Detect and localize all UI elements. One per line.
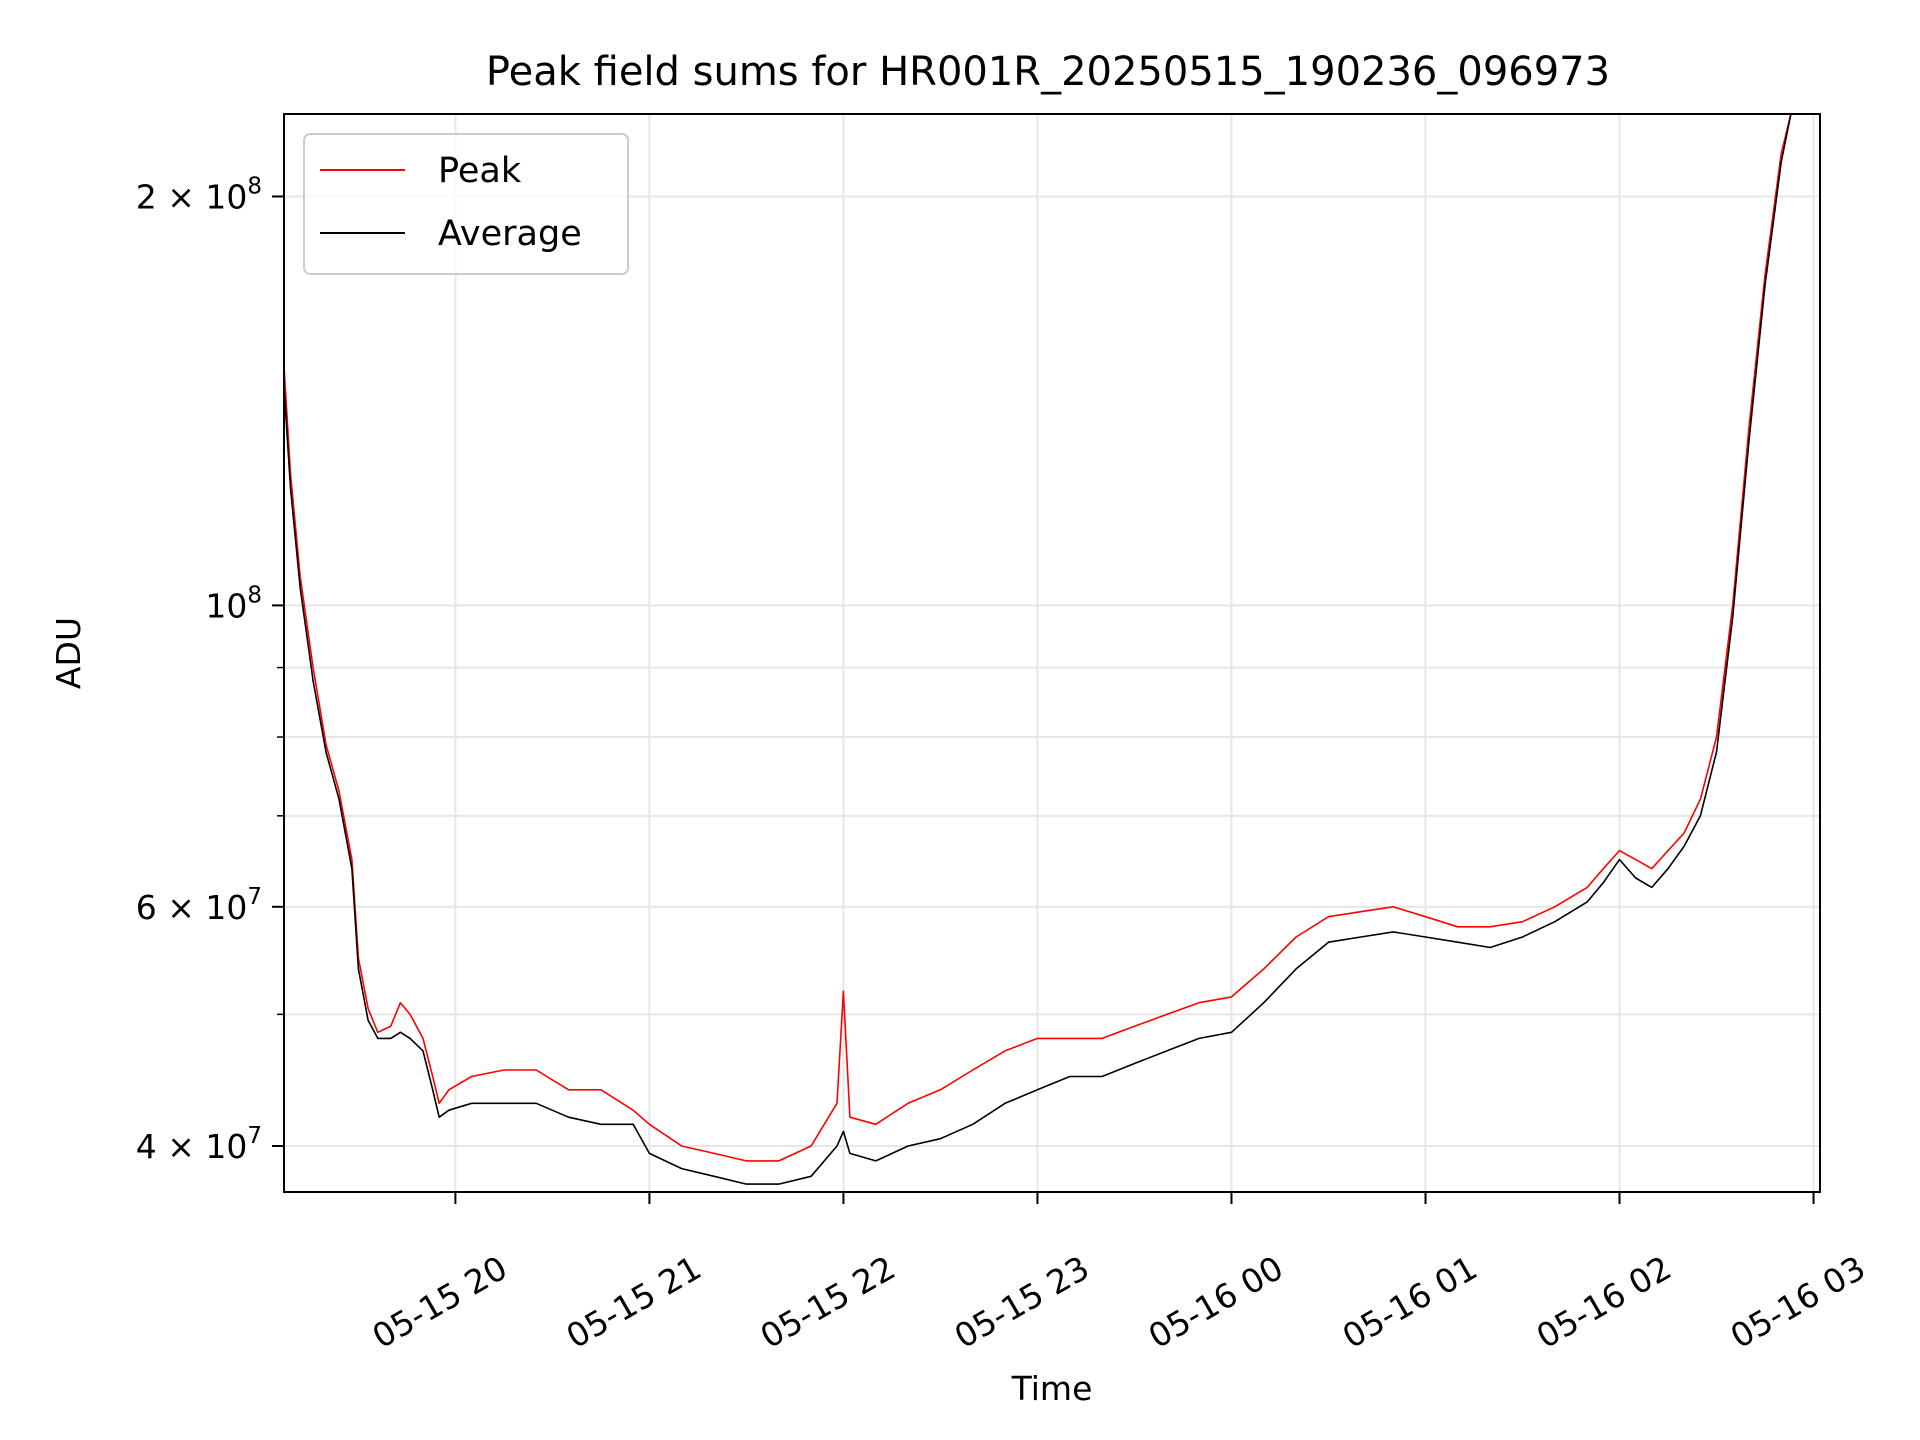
legend-label-average: Average bbox=[438, 214, 582, 254]
grid bbox=[284, 114, 1820, 1192]
series-lines bbox=[283, 113, 1792, 1185]
y-tick-label-2: 108 bbox=[205, 582, 262, 625]
chart-title: Peak field sums for HR001R_20250515_1902… bbox=[486, 49, 1610, 95]
plot-area bbox=[284, 114, 1820, 1192]
legend: Peak Average bbox=[303, 133, 629, 275]
y-axis-ticks: 4 × 107 6 × 107 108 2 × 108 bbox=[136, 173, 284, 1166]
y-axis-label: ADU bbox=[49, 617, 88, 689]
y-tick-label-1: 6 × 107 bbox=[136, 884, 262, 927]
x-axis-label: Time bbox=[1011, 1369, 1093, 1408]
series-line-average bbox=[283, 113, 1792, 1185]
y-tick-label-0: 4 × 107 bbox=[136, 1123, 262, 1166]
series-line-peak bbox=[283, 113, 1792, 1162]
y-tick-label-3: 2 × 108 bbox=[136, 173, 262, 216]
plot-frame bbox=[283, 113, 1821, 1193]
legend-label-peak: Peak bbox=[438, 151, 522, 191]
